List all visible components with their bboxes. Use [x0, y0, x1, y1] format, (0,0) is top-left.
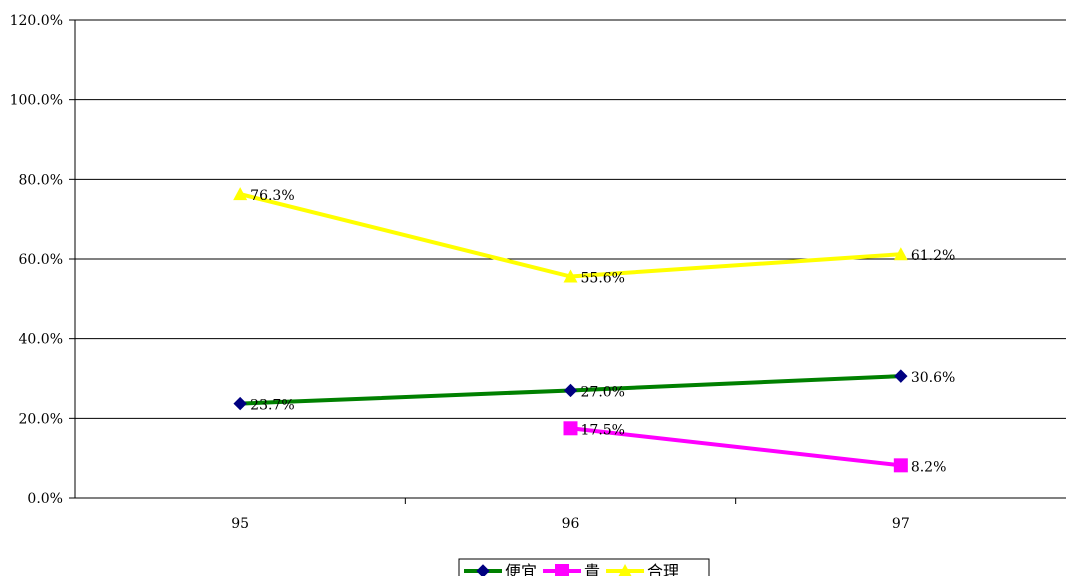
data-label: 8.2% — [911, 459, 947, 475]
legend-swatch-marker — [555, 564, 570, 576]
data-point — [563, 383, 578, 398]
series-line — [239, 192, 901, 279]
data-label: 61.2% — [911, 248, 955, 264]
x-tick-label: 97 — [892, 516, 910, 532]
y-tick-label: 100.0% — [10, 93, 63, 109]
data-point — [894, 369, 908, 383]
legend-entry: 便宜 — [505, 562, 537, 576]
series-group — [233, 187, 908, 473]
y-tick-label: 60.0% — [19, 252, 63, 268]
series-line — [570, 426, 902, 468]
data-label: 30.6% — [911, 370, 955, 386]
x-tick-labels: 95 96 97 — [231, 516, 909, 532]
data-label: 76.3% — [250, 188, 294, 204]
y-tick-label: 80.0% — [19, 172, 63, 188]
legend-swatch-marker — [476, 564, 490, 576]
x-tick-label: 95 — [231, 516, 249, 532]
y-tick-label: 0.0% — [27, 491, 63, 507]
data-label: 27.0% — [581, 384, 625, 400]
data-point — [893, 458, 908, 473]
y-tick-label: 20.0% — [19, 411, 63, 427]
y-tick-label: 40.0% — [19, 332, 63, 348]
data-label: 55.6% — [581, 271, 625, 287]
data-label: 23.7% — [250, 398, 294, 414]
x-tick-label: 96 — [562, 516, 580, 532]
data-point — [563, 421, 578, 436]
data-point — [233, 396, 247, 411]
data-point — [233, 187, 248, 201]
data-label: 17.5% — [581, 422, 625, 438]
data-point — [893, 247, 908, 261]
axes — [69, 19, 1066, 504]
y-tick-labels: 0.0% 20.0% 40.0% 60.0% 80.0% 100.0% 120.0% — [10, 13, 63, 507]
legend-swatch-marker — [618, 564, 632, 576]
legend-entry: 貴 — [584, 562, 600, 576]
gridlines — [75, 19, 1066, 419]
legend-entry: 合理 — [647, 562, 679, 576]
legend: 便宜 貴 合理 — [458, 558, 710, 576]
y-tick-label: 120.0% — [10, 13, 63, 29]
legend-box — [458, 558, 710, 576]
data-point — [563, 269, 578, 283]
data-labels: 23.7% 27.0% 30.6% 17.5% 8.2% 76.3% 55.6% 61.2% — [250, 188, 955, 475]
